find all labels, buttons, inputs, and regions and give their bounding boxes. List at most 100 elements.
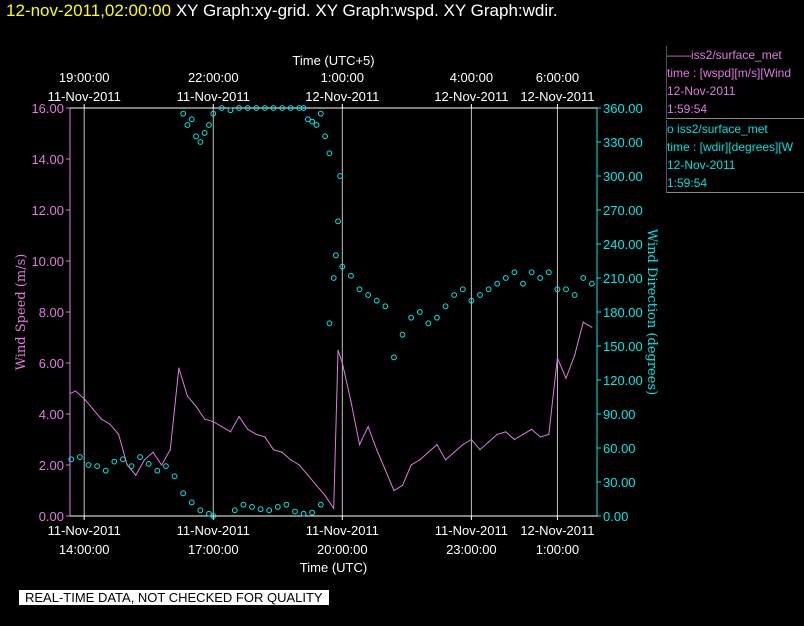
wind-speed-point: [401, 484, 404, 486]
wind-speed-point: [505, 431, 507, 433]
wind-direction-point: [206, 122, 212, 128]
wind-speed-point: [582, 321, 584, 323]
wind-direction-point: [188, 116, 195, 123]
wind-speed-point: [238, 415, 240, 418]
wind-speed-point: [315, 484, 318, 486]
wind-speed-point: [135, 474, 137, 476]
wind-direction-point: [240, 501, 247, 508]
wind-direction-point: [580, 275, 587, 281]
wind-speed-point: [479, 449, 481, 451]
wind-direction-point: [137, 454, 144, 460]
y2-tick-label: 60.00: [603, 441, 636, 456]
wind-direction-point: [545, 269, 552, 276]
wind-direction-point: [283, 501, 290, 508]
wind-direction-point: [356, 286, 363, 293]
wind-direction-point: [102, 467, 109, 474]
wind-speed-point: [178, 367, 180, 369]
y2-tick-label: 0.00: [603, 509, 628, 524]
x2-tick-date: 12-Nov-2011: [305, 89, 379, 104]
wind-speed-point: [195, 405, 197, 407]
legend-wind-direction: o iss2/surface_met time : [wdir][degrees…: [666, 120, 804, 193]
wind-speed-point: [367, 426, 369, 428]
wind-direction-point: [76, 454, 83, 460]
wind-speed-point: [453, 451, 455, 453]
wind-direction-point: [322, 133, 329, 140]
x-tick-time: 20:00:00: [317, 542, 368, 557]
legend-series-name: iss2/surface_met: [691, 48, 782, 62]
wind-speed-point: [298, 464, 300, 466]
y-tick-label: 4.00: [39, 407, 64, 422]
wind-direction-point: [451, 292, 458, 298]
wind-speed-point: [487, 441, 490, 443]
y2-tick-label: 240.00: [603, 237, 643, 252]
wind-direction-point: [494, 280, 501, 287]
legend-date: 12-Nov-2011: [667, 84, 736, 98]
wind-speed-point: [531, 428, 533, 430]
y2-tick-label: 90.00: [603, 407, 636, 422]
wind-speed-point: [513, 438, 516, 441]
y2-axis-title: Wind Direction (degrees): [644, 229, 659, 395]
wind-direction-point: [274, 504, 281, 510]
graph-title: 12-nov-2011,02:00:00 XY Graph:xy-grid. X…: [0, 0, 804, 26]
wind-speed-point: [69, 393, 71, 395]
wind-speed-line: [69, 321, 593, 510]
wind-direction-point: [300, 105, 307, 111]
wind-speed-point: [522, 433, 524, 435]
wind-direction-point: [365, 292, 372, 298]
wind-direction-point: [305, 116, 311, 123]
wind-speed-point: [74, 390, 77, 392]
wind-speed-point: [444, 459, 447, 461]
x-tick-date: 11-Nov-2011: [177, 523, 250, 538]
wind-direction-point: [206, 510, 212, 517]
wind-speed-point: [118, 433, 120, 435]
wind-speed-point: [376, 449, 378, 451]
y2-tick-label: 360.00: [603, 101, 643, 116]
wind-direction-point: [68, 456, 75, 463]
wind-direction-point: [309, 118, 316, 125]
wind-direction-point: [249, 504, 255, 510]
wind-direction-point: [253, 105, 260, 111]
y-tick-label: 16.00: [31, 101, 64, 116]
wind-speed-point: [212, 421, 214, 423]
wind-direction-point: [399, 331, 406, 338]
wind-speed-point: [100, 418, 103, 420]
wind-speed-point: [169, 449, 171, 451]
wind-direction-point: [120, 456, 126, 463]
wind-direction-point: [218, 105, 225, 111]
wind-direction-point: [210, 110, 217, 117]
wind-speed-point: [384, 469, 386, 471]
wind-direction-point: [145, 460, 152, 467]
wind-speed-point: [272, 449, 275, 451]
y2-tick-label: 120.00: [603, 373, 643, 388]
wind-direction-point: [391, 354, 397, 361]
wind-speed-point: [556, 357, 559, 359]
legend-series-name: iss2/surface_met: [677, 122, 768, 136]
wind-speed-point: [436, 444, 438, 446]
wind-direction-point: [339, 263, 346, 270]
wind-speed-point: [410, 464, 412, 466]
y-tick-label: 2.00: [39, 458, 64, 473]
wind-direction-point: [261, 105, 268, 111]
wind-direction-point: [416, 309, 423, 315]
y2-tick-label: 210.00: [603, 271, 643, 286]
legend-line-marker: ——: [667, 48, 691, 62]
y-tick-label: 8.00: [39, 305, 64, 320]
wind-direction-point: [335, 218, 341, 225]
quality-notice: REAL-TIME DATA, NOT CHECKED FOR QUALITY: [19, 590, 329, 605]
wind-direction-point: [231, 507, 238, 514]
wind-direction-point: [348, 272, 354, 279]
wind-direction-point: [317, 110, 324, 117]
wind-direction-point: [210, 513, 217, 519]
wind-direction-point: [270, 105, 277, 111]
wind-direction-point: [94, 463, 101, 470]
wind-direction-point: [332, 252, 339, 259]
wind-direction-point: [326, 150, 333, 157]
legend-time: 1:59:54: [667, 102, 708, 116]
wind-direction-point: [292, 508, 298, 515]
wind-direction-point: [528, 269, 535, 276]
x2-axis-title: Time (UTC+5): [292, 53, 374, 68]
x2-tick-date: 11-Nov-2011: [48, 89, 121, 104]
wind-direction-point: [317, 501, 324, 508]
x-tick-time: 17:00:00: [188, 542, 239, 557]
wind-direction-point: [511, 269, 518, 276]
